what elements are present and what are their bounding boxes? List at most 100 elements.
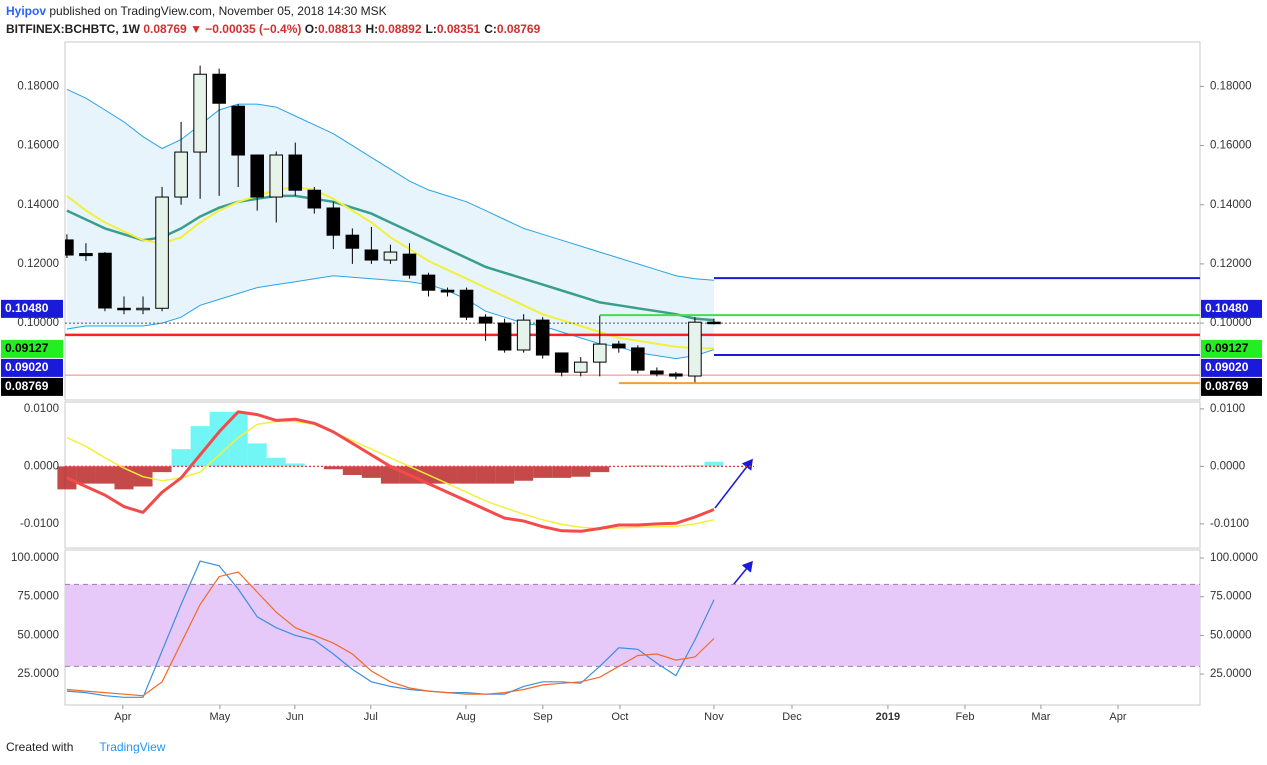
band-line xyxy=(66,88,715,281)
y-tick-label: 0.10000 xyxy=(17,317,59,329)
ohlc-label: H: xyxy=(365,22,379,36)
y-tick-label: 0.0000 xyxy=(24,460,59,472)
x-tick-label: Dec xyxy=(782,711,802,723)
candle-body xyxy=(193,73,207,153)
brand[interactable]: TradingView xyxy=(99,740,166,754)
price-label: 0.08769 xyxy=(5,379,49,393)
y-tick-label: 0.14000 xyxy=(1210,199,1252,211)
band xyxy=(65,584,1200,667)
y-tick-label: 0.10000 xyxy=(1210,317,1252,329)
y-tick-label: 0.12000 xyxy=(1210,258,1252,270)
price-label: 0.08769 xyxy=(1205,379,1249,393)
ohlc-value: 0.08892 xyxy=(378,22,422,36)
histogram-bar xyxy=(476,466,496,484)
candle-body xyxy=(307,189,322,209)
candle-body xyxy=(231,105,245,156)
y-tick-label: 100.0000 xyxy=(11,552,59,564)
histogram-bar xyxy=(571,466,591,477)
x-tick-label: Feb xyxy=(955,711,974,723)
price-label-bg xyxy=(1,339,63,358)
change: ▼ −0.00035 (−0.4%) xyxy=(190,22,302,36)
price-label-bg xyxy=(1,377,63,396)
histogram-bar xyxy=(95,466,115,484)
symbol-line: BITFINEX:BCHBTC, 1W 0.08769 ▼ −0.00035 (… xyxy=(6,22,544,36)
series-line xyxy=(66,571,715,697)
created: Created with xyxy=(6,740,74,754)
price-label: 0.09127 xyxy=(1205,341,1249,355)
x-tick-label: Oct xyxy=(611,711,628,723)
x-tick-label: Mar xyxy=(1031,711,1050,723)
candle-body xyxy=(631,347,645,371)
candle-body xyxy=(573,361,588,373)
histogram-bar xyxy=(228,411,248,467)
ohlc-label: L: xyxy=(425,22,437,36)
candle-body xyxy=(345,234,360,249)
candle-body xyxy=(364,249,379,261)
candle-body xyxy=(688,321,702,377)
histogram-bar xyxy=(342,466,362,475)
series-line xyxy=(66,560,715,698)
ohlc-label: O: xyxy=(304,22,319,36)
footer: Created with TradingView xyxy=(6,740,165,754)
plot xyxy=(65,65,1200,385)
y-tick-label: 75.0000 xyxy=(17,591,59,603)
price-label: 0.10480 xyxy=(1205,301,1249,315)
candle-body xyxy=(65,239,74,256)
candle-body xyxy=(79,253,93,257)
x-tick-label: Sep xyxy=(533,711,553,723)
histogram-bar xyxy=(457,466,477,484)
author[interactable]: Hyipov xyxy=(6,4,47,18)
candle-body xyxy=(136,307,150,311)
candle-body xyxy=(669,373,683,377)
histogram-bar xyxy=(152,466,172,473)
x-tick-label: 2019 xyxy=(876,711,900,723)
price-label-bg xyxy=(1201,299,1262,318)
candle-body xyxy=(98,252,112,309)
y-tick-label: 0.16000 xyxy=(1210,140,1252,152)
y-tick-label: 0.0000 xyxy=(1210,460,1245,472)
y-tick-label: 50.0000 xyxy=(17,629,59,641)
ohlc-label: C: xyxy=(484,22,497,36)
ohlc-value: 0.08769 xyxy=(496,22,541,36)
x-tick-label: Aug xyxy=(456,711,476,723)
y-tick-label: 0.16000 xyxy=(17,140,59,152)
series-line xyxy=(66,410,715,533)
y-tick-label: 0.18000 xyxy=(17,80,59,92)
candle-body xyxy=(497,322,512,351)
histogram-bar xyxy=(438,466,458,484)
x-tick-label: Nov xyxy=(704,711,724,723)
histogram-bar xyxy=(361,466,381,478)
x-tick-label: Jul xyxy=(364,711,378,723)
pane-frame xyxy=(64,41,1201,401)
x-tick-label: Apr xyxy=(114,711,131,723)
candle-body xyxy=(516,319,531,351)
candle-body xyxy=(592,343,607,363)
price-label: 0.09127 xyxy=(5,341,49,355)
candle-body xyxy=(707,321,721,325)
histogram-bar xyxy=(76,466,96,484)
candle-body xyxy=(383,251,398,261)
x-tick-label: May xyxy=(210,711,231,723)
y-tick-label: 75.0000 xyxy=(1210,591,1252,603)
symbol: BITFINEX:BCHBTC, 1W xyxy=(6,22,140,36)
candle-body xyxy=(402,253,417,276)
histogram-bar xyxy=(552,466,572,478)
candle-body xyxy=(421,274,436,291)
candle-body xyxy=(440,289,455,293)
chart: 0.10480 0.10480 0.09127 0.09127 0.09020 0.090… xyxy=(1,41,1262,723)
histogram-bar xyxy=(514,466,534,481)
x-tick-label: Jun xyxy=(286,711,304,723)
y-tick-label: 50.0000 xyxy=(1210,629,1252,641)
ohlc: O:0.08813 H:0.08892 L:0.08351 C:0.08769 xyxy=(305,22,545,36)
histogram-bar xyxy=(495,466,515,484)
y-tick-label: 25.0000 xyxy=(1210,668,1252,680)
x-tick-label: Apr xyxy=(1109,711,1126,723)
moving-average xyxy=(66,194,715,322)
price-label-bg xyxy=(1201,358,1262,377)
histogram-bar xyxy=(247,443,267,467)
candle-body xyxy=(459,289,474,318)
band-fill xyxy=(66,89,714,359)
price-label-bg xyxy=(1201,339,1262,358)
histogram-bar xyxy=(533,466,553,478)
